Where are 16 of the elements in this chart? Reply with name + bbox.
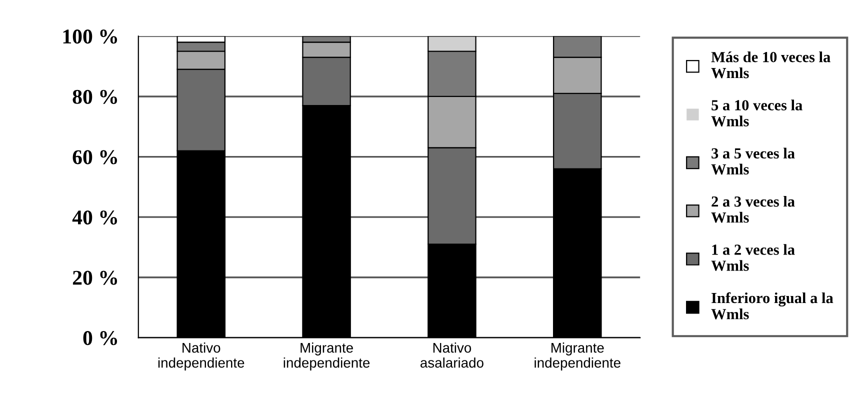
y-tick-label: 40 % bbox=[72, 210, 117, 225]
legend-label: Más de 10 veces la Wmls bbox=[711, 51, 830, 78]
y-tick-label: 100 % bbox=[63, 30, 117, 44]
x-tick-label: Nativo asalariado bbox=[420, 342, 484, 368]
legend-label: 3 a 5 veces la Wmls bbox=[711, 148, 795, 175]
legend-label: 2 a 3 veces la Wmls bbox=[711, 196, 795, 223]
y-tick-label: 20 % bbox=[72, 270, 117, 285]
x-tick-label: Migrante independiente bbox=[284, 342, 370, 370]
y-tick-label: 80 % bbox=[72, 90, 117, 104]
legend-label: 5 a 10 veces la Wmls bbox=[711, 100, 802, 126]
x-tick-label: Nativo independiente bbox=[158, 342, 244, 370]
y-tick-label: 60 % bbox=[72, 150, 117, 164]
legend-label: 1 a 2 veces la Wmls bbox=[711, 244, 795, 271]
y-tick-label: 0 % bbox=[83, 331, 117, 346]
x-tick-label: Migrante independiente bbox=[534, 342, 620, 370]
legend-label: Inferioro igual a la Wmls bbox=[711, 292, 834, 320]
